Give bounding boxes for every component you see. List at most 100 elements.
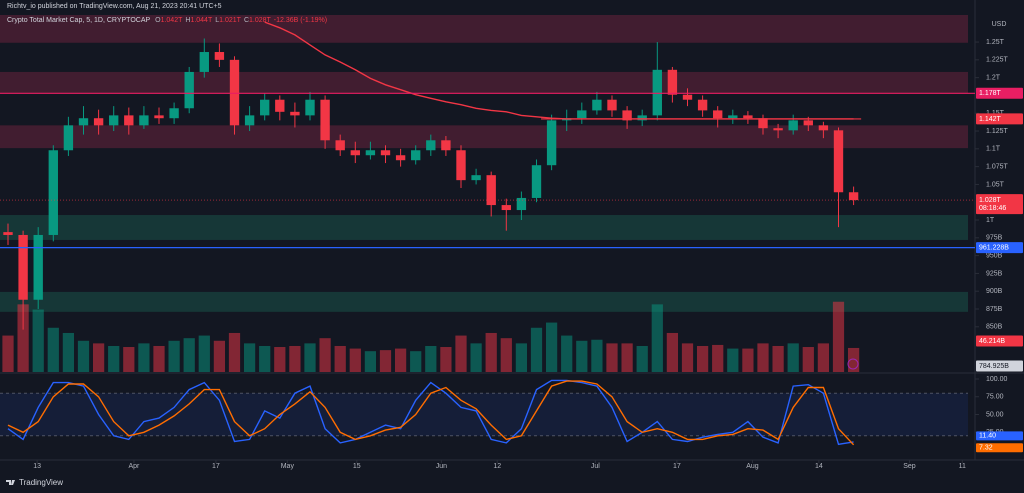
- volume-bar: [319, 338, 331, 372]
- y-tick-label: 950B: [986, 252, 1003, 259]
- volume-bar: [470, 343, 482, 372]
- volume-bar: [334, 345, 346, 372]
- candle-body: [637, 115, 647, 121]
- candle-body: [546, 120, 557, 166]
- ohlc-key: O: [155, 17, 161, 24]
- candle-body: [486, 175, 496, 206]
- candle-body: [229, 59, 240, 126]
- volume-bar: [545, 322, 558, 372]
- volume-bar: [606, 343, 618, 372]
- stoch-label-box: [976, 443, 1023, 453]
- volume-bar: [440, 347, 452, 372]
- candle-body: [109, 115, 119, 126]
- candle-body: [33, 234, 43, 300]
- y-tick-label: 925B: [986, 270, 1003, 277]
- level-label-box: [976, 87, 1023, 99]
- y-tick-label: 1.25T: [986, 39, 1005, 46]
- ohlc-key: H: [185, 17, 191, 24]
- volume-bar: [274, 347, 286, 372]
- candle-body: [743, 115, 753, 119]
- candle-body: [335, 140, 345, 151]
- y-tick-label: 875B: [986, 306, 1003, 313]
- candle-body: [395, 155, 406, 161]
- candle-body: [63, 125, 74, 151]
- stoch-line: [7, 379, 854, 446]
- candle-body: [848, 192, 859, 201]
- x-tick-label: 12: [493, 463, 501, 470]
- candle-body: [18, 234, 28, 300]
- volume-bar: [198, 335, 210, 372]
- candle-body: [199, 52, 209, 72]
- candle-body: [154, 115, 164, 119]
- candle-body: [169, 108, 179, 119]
- candle-body: [592, 99, 602, 111]
- volume-bar: [515, 343, 528, 372]
- countdown: 08:18:46: [979, 205, 1006, 212]
- volume-bar: [32, 309, 44, 372]
- volume-bar: [410, 351, 422, 372]
- volume-label: 46.214B: [979, 338, 1005, 345]
- zone: [0, 215, 968, 240]
- x-tick-label: Sep: [903, 463, 916, 470]
- candle-body: [728, 115, 738, 119]
- y-tick-label: 1.1T: [986, 146, 1001, 153]
- y-tick-label: 900B: [986, 288, 1003, 295]
- candle-body: [516, 197, 527, 211]
- volume-bar: [304, 343, 316, 372]
- volume-bar: [787, 343, 799, 372]
- candle-body: [124, 115, 134, 126]
- volume-bar: [485, 332, 497, 372]
- volume-bar: [47, 327, 59, 372]
- ohlc-value: 1.044T: [190, 17, 213, 24]
- stoch-tick-label: 50.00: [986, 411, 1004, 418]
- volume-bar: [108, 345, 120, 372]
- candle-body: [244, 115, 255, 126]
- candle-body: [501, 205, 511, 211]
- volume-bar: [621, 343, 633, 372]
- stoch-label-box: [976, 431, 1023, 441]
- candle-body: [773, 128, 783, 131]
- y-tick-label: 1.05T: [986, 181, 1005, 188]
- x-tick-label: Aug: [746, 463, 759, 470]
- candle-body: [260, 99, 270, 116]
- price-pane: [0, 15, 968, 372]
- level-label: 1.142T: [979, 116, 1002, 123]
- volume-bar: [364, 351, 377, 372]
- ohlc-value: 1.042T: [160, 17, 183, 24]
- candle-body: [713, 110, 723, 119]
- stoch-tick-label: 75.00: [986, 394, 1004, 401]
- volume-bar: [712, 344, 724, 372]
- candle-body: [758, 118, 768, 129]
- volume-bar: [2, 335, 14, 372]
- candle-body: [184, 71, 194, 109]
- volume-bar: [636, 345, 648, 372]
- volume-bar: [17, 304, 29, 372]
- volume-bar: [123, 347, 135, 372]
- last-price-label: 1.028T: [979, 197, 1002, 204]
- candle-body: [3, 232, 13, 235]
- publisher: Richtv_io published on TradingView.com, …: [7, 3, 222, 10]
- volume-bar: [77, 340, 90, 372]
- y-tick-label: 1.125T: [986, 128, 1009, 135]
- stoch-band: [0, 393, 968, 436]
- last-price-box: [976, 194, 1023, 215]
- candle-body: [275, 99, 285, 112]
- logo: [6, 480, 15, 485]
- stoch-tick-label: 100.00: [986, 376, 1008, 383]
- volume-bar: [651, 304, 663, 372]
- scale-low-label-box: [976, 360, 1023, 372]
- candle-body: [380, 150, 391, 156]
- price-change: -12.36B (-1.19%): [273, 17, 328, 24]
- stoch-line: [7, 380, 855, 446]
- candle-body: [788, 120, 798, 131]
- candle-body: [441, 140, 451, 151]
- indicator-icon: [847, 358, 859, 370]
- x-tick-label: 13: [33, 463, 41, 470]
- candle-body: [320, 99, 330, 141]
- volume-bar: [455, 335, 467, 372]
- volume-bar: [153, 345, 165, 372]
- volume-bar: [425, 345, 437, 372]
- candle-body: [531, 165, 542, 198]
